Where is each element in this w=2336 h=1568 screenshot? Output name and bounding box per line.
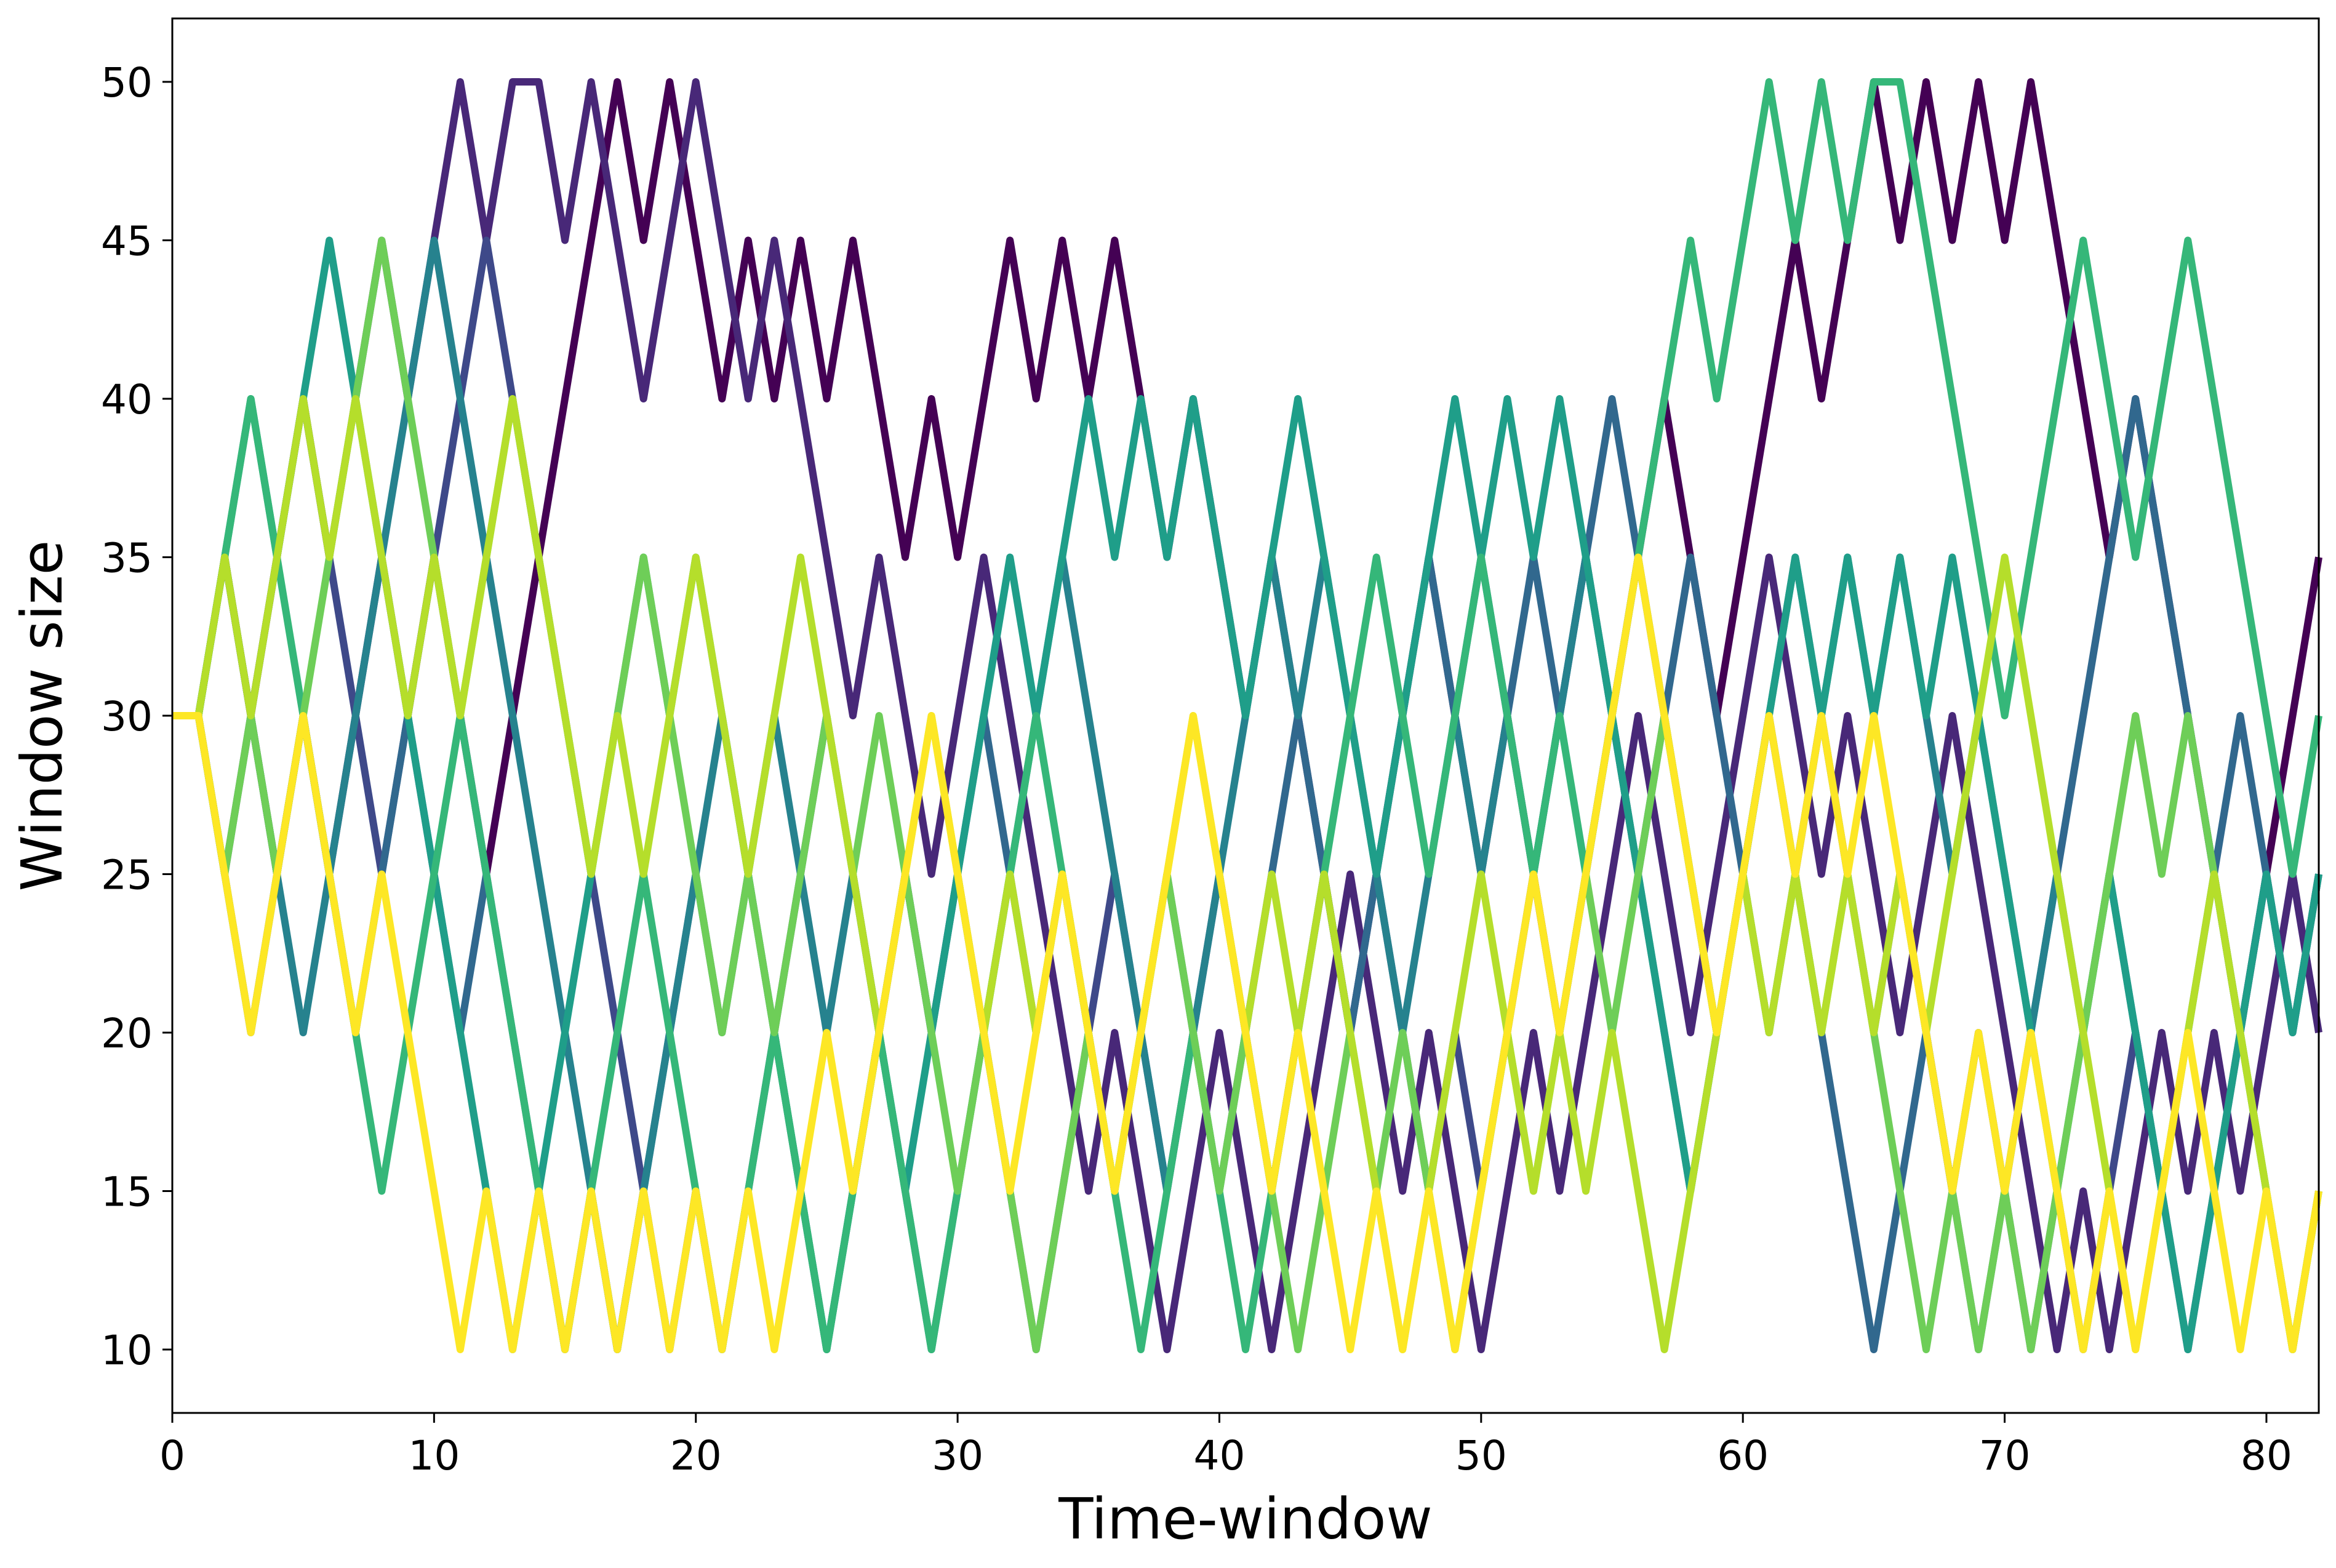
y-tick-label: 35 xyxy=(101,535,153,582)
y-tick-label: 10 xyxy=(101,1327,153,1374)
y-axis-title: Window size xyxy=(9,540,75,891)
x-tick-label: 50 xyxy=(1455,1432,1507,1479)
y-tick-label: 30 xyxy=(101,693,153,740)
x-axis: 0 10 20 30 40 50 60 70 80 xyxy=(159,1413,2292,1479)
series-line-1 xyxy=(172,78,2322,1036)
x-axis-title: Time-window xyxy=(1058,1486,1432,1552)
x-tick-label: 30 xyxy=(932,1432,983,1479)
series-line-10 xyxy=(172,553,2322,1353)
x-tick-label: 20 xyxy=(670,1432,722,1479)
series-layer xyxy=(172,78,2322,1353)
y-tick-label: 50 xyxy=(101,59,153,106)
series-line-7 xyxy=(172,78,2322,1353)
x-tick-label: 10 xyxy=(408,1432,460,1479)
x-tick-label: 70 xyxy=(1979,1432,2031,1479)
x-tick-label: 0 xyxy=(159,1432,185,1479)
y-tick-label: 15 xyxy=(101,1169,153,1216)
y-tick-label: 40 xyxy=(101,376,153,423)
y-tick-label: 45 xyxy=(101,218,153,265)
y-tick-label: 25 xyxy=(101,852,153,899)
x-tick-label: 80 xyxy=(2241,1432,2292,1479)
y-axis: 10 15 20 25 30 35 40 45 50 xyxy=(101,59,172,1374)
x-tick-label: 60 xyxy=(1717,1432,1769,1479)
x-tick-label: 40 xyxy=(1193,1432,1245,1479)
y-tick-label: 20 xyxy=(101,1010,153,1057)
series-line-2 xyxy=(172,78,2322,1353)
